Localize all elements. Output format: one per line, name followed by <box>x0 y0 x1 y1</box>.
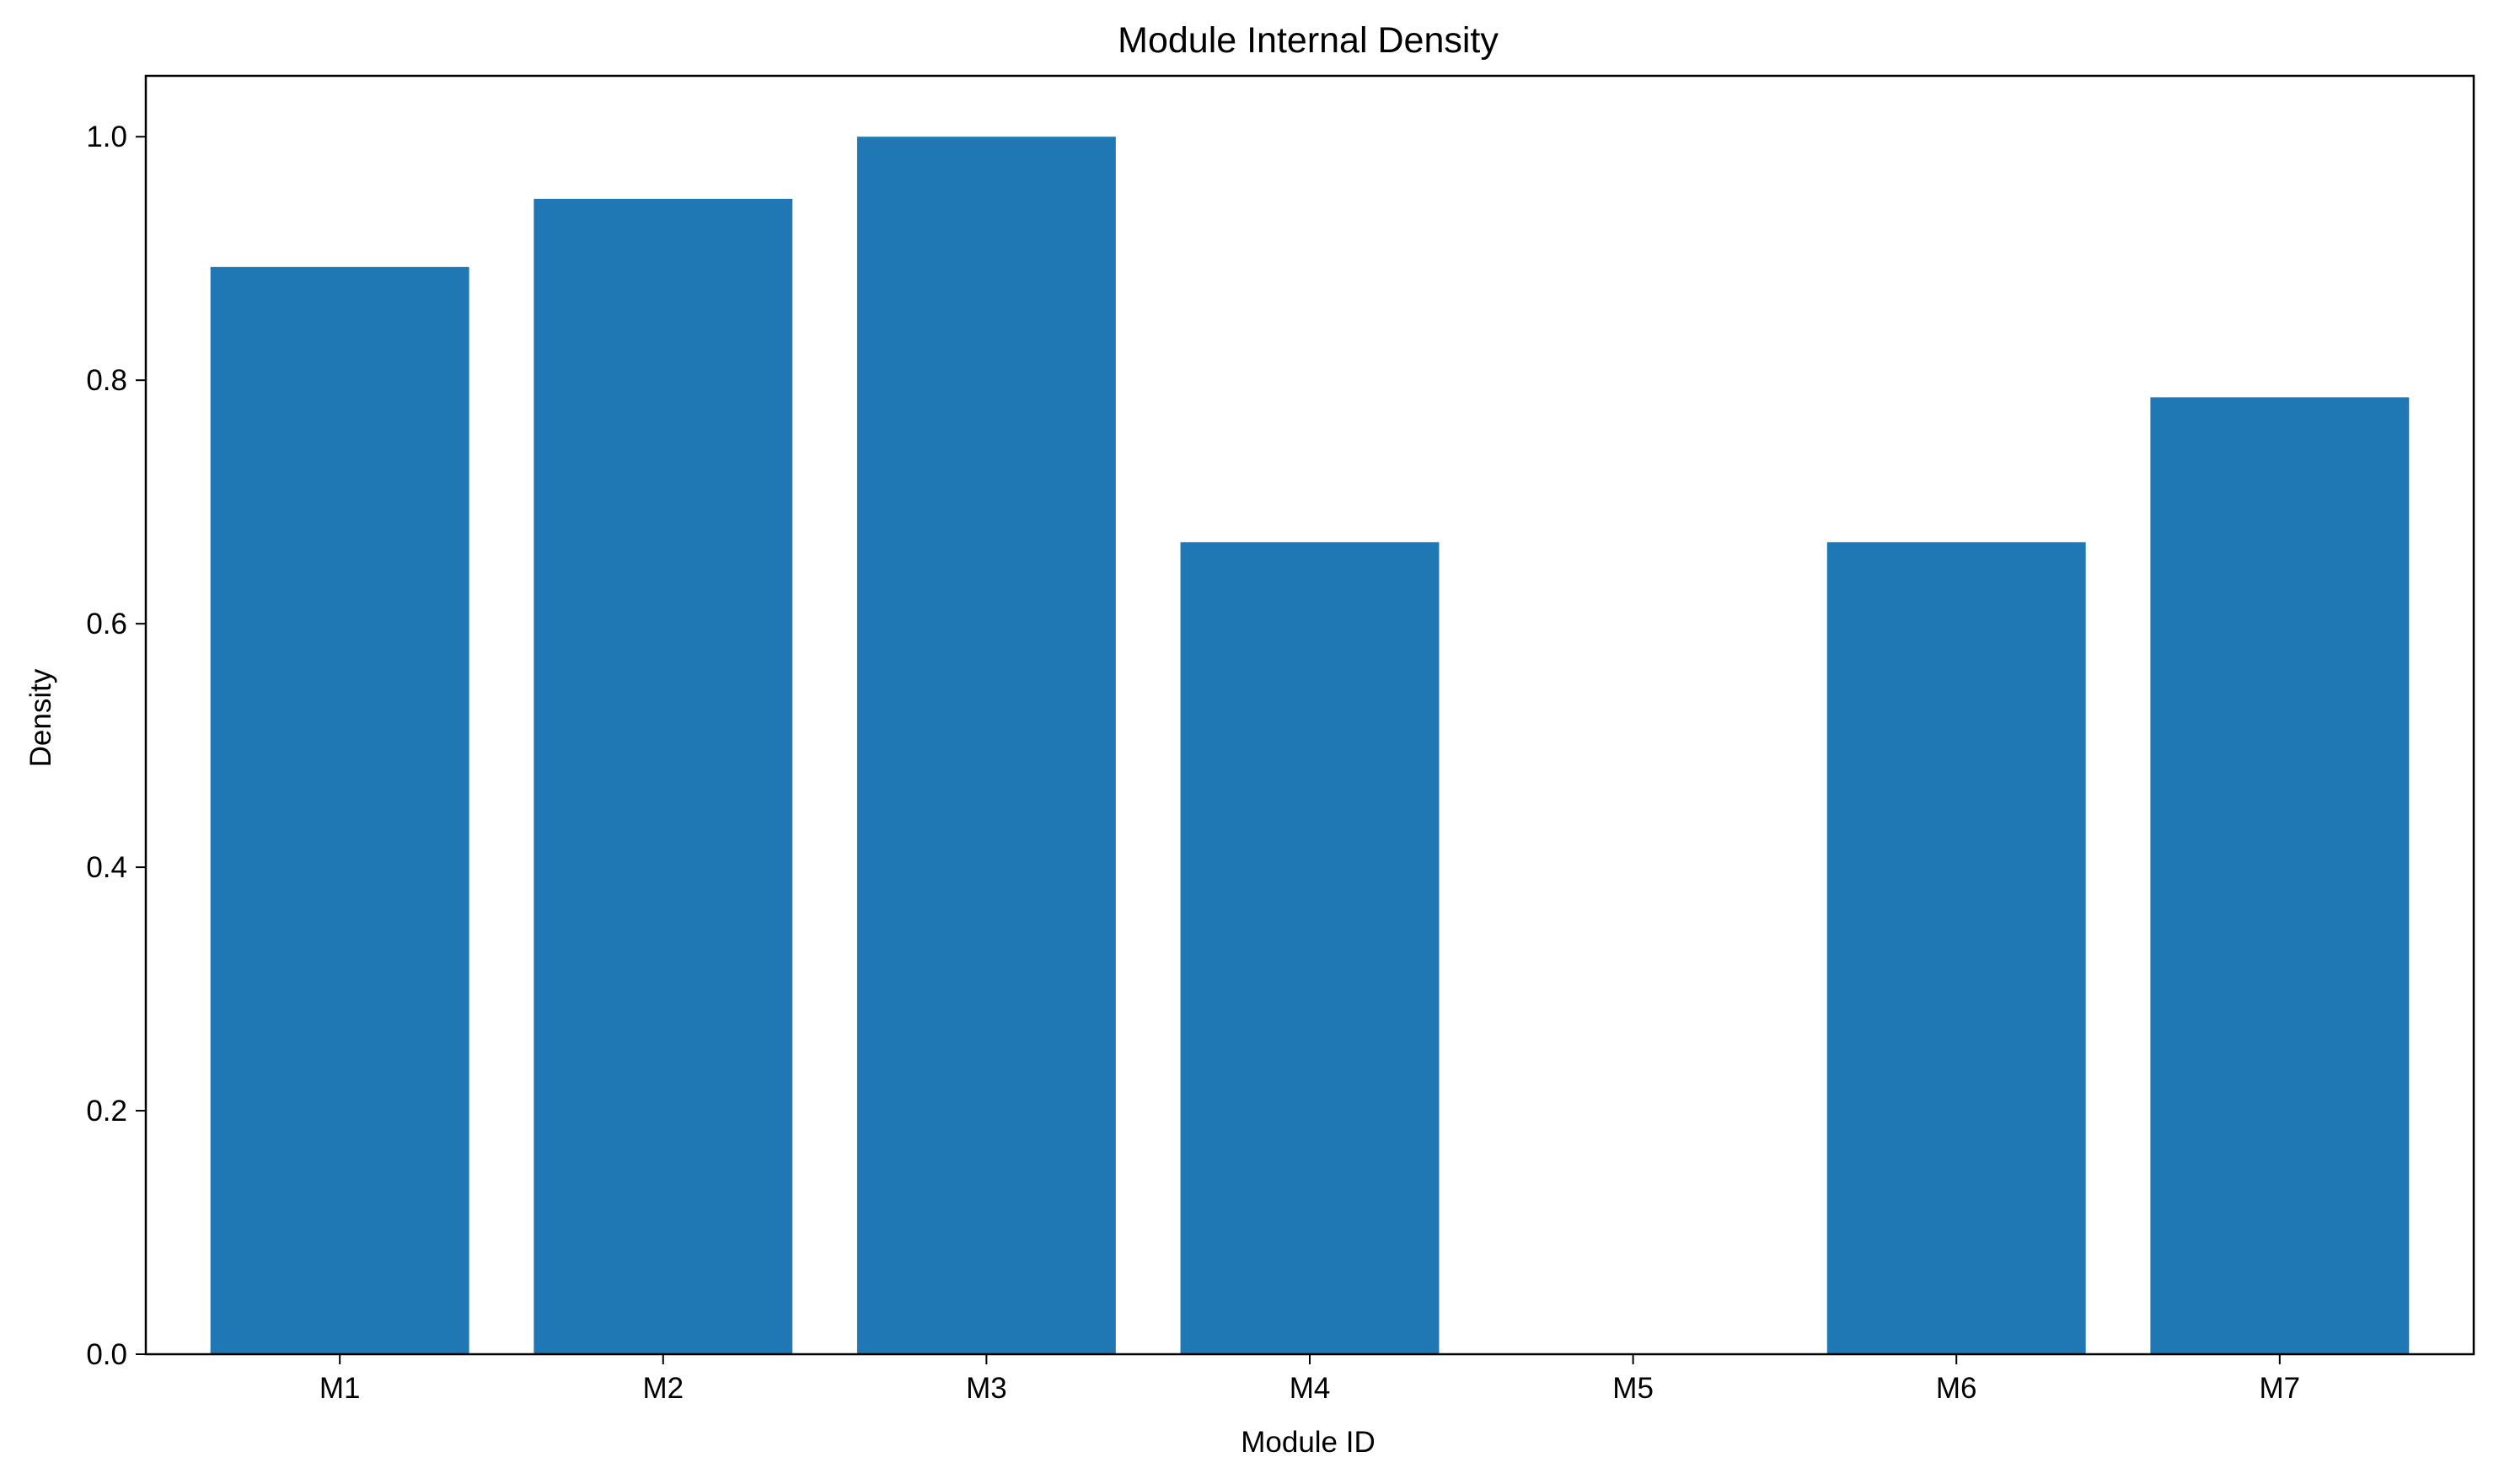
x-axis-label: Module ID <box>1241 1426 1376 1459</box>
x-tick-label: M3 <box>966 1372 1007 1405</box>
bar-m1 <box>210 266 469 1355</box>
bar-m3 <box>856 137 1116 1355</box>
x-tick-label: M1 <box>319 1372 361 1405</box>
y-tick-label: 0.0 <box>86 1338 127 1371</box>
x-tick-label: M4 <box>1290 1372 1331 1405</box>
bar-m6 <box>1826 542 2086 1354</box>
x-tick-label: M5 <box>1612 1372 1654 1405</box>
y-tick-label: 0.4 <box>86 851 127 884</box>
x-tick-label: M6 <box>1936 1372 1977 1405</box>
bar-m4 <box>1180 542 1440 1354</box>
y-tick-label: 0.8 <box>86 364 127 397</box>
x-axis-ticks: M1 M2 M3 M4 M5 M6 M7 <box>319 1354 2300 1405</box>
x-tick-label: M7 <box>2260 1372 2301 1405</box>
bars <box>210 137 2410 1355</box>
y-axis-label: Density <box>24 668 57 767</box>
y-axis-ticks: 0.0 0.2 0.4 0.6 0.8 1.0 <box>86 121 146 1371</box>
chart-title: Module Internal Density <box>1118 20 1499 61</box>
x-tick-label: M2 <box>642 1372 684 1405</box>
y-tick-label: 1.0 <box>86 121 127 153</box>
y-tick-label: 0.6 <box>86 608 127 640</box>
plot-frame <box>144 74 2475 1356</box>
bar-m7 <box>2150 397 2410 1354</box>
bar-m2 <box>534 198 793 1354</box>
y-tick-label: 0.2 <box>86 1095 127 1128</box>
